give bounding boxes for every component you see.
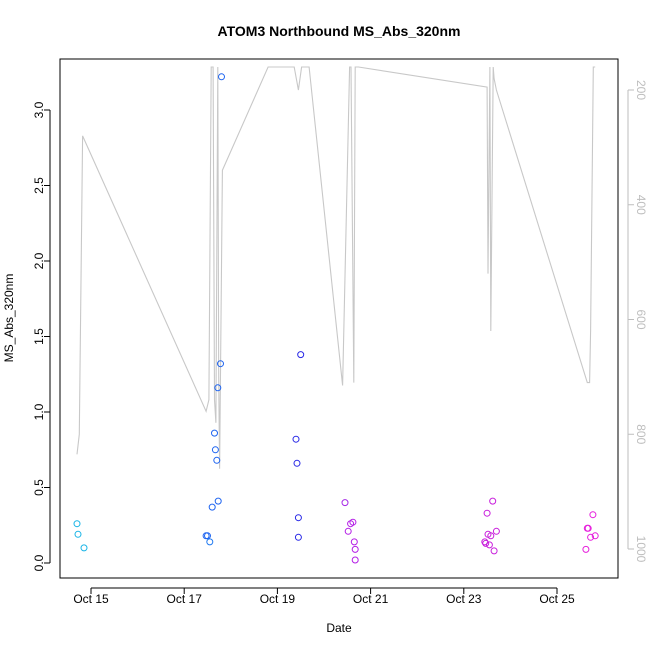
y-tick-label: 1.0 <box>32 403 46 420</box>
secondary-tick-label: 800 <box>634 424 648 444</box>
data-point <box>584 524 592 532</box>
data-point <box>351 556 359 564</box>
data-point <box>218 73 225 81</box>
y-tick-label: 0.5 <box>32 479 46 496</box>
x-tick-label: Oct 25 <box>539 592 575 606</box>
data-point <box>297 351 305 359</box>
x-tick-label: Oct 15 <box>73 592 109 606</box>
data-point <box>587 533 595 541</box>
pressure-line-layer <box>76 66 596 469</box>
y-tick-label: 2.0 <box>32 252 46 269</box>
data-point <box>492 527 500 535</box>
x-tick-label: Oct 17 <box>167 592 203 606</box>
data-point <box>211 429 218 437</box>
x-tick-label: Oct 23 <box>446 592 482 606</box>
chart-title: ATOM3 Northbound MS_Abs_320nm <box>218 23 461 39</box>
data-point <box>73 520 81 528</box>
data-point <box>341 499 349 507</box>
y-tick-label: 2.5 <box>32 177 46 194</box>
data-point <box>351 545 359 553</box>
data-point <box>589 511 597 519</box>
data-point <box>74 530 82 538</box>
secondary-tick-label: 400 <box>634 195 648 215</box>
data-point <box>213 456 221 464</box>
data-point <box>294 533 302 541</box>
data-point <box>591 532 599 540</box>
data-point <box>483 509 491 517</box>
y-tick-label: 1.5 <box>32 328 46 345</box>
data-point <box>294 514 302 522</box>
pressure-series-line <box>76 66 596 469</box>
y-axis-label: MS_Abs_320nm <box>2 274 16 363</box>
data-point <box>217 360 224 368</box>
x-tick-label: Oct 19 <box>260 592 296 606</box>
data-point <box>293 459 301 467</box>
y-tick-label: 0.0 <box>32 554 46 571</box>
data-point <box>208 503 216 511</box>
data-point <box>206 538 214 546</box>
data-point <box>489 497 497 505</box>
points-layer <box>73 73 599 564</box>
data-point <box>214 497 222 505</box>
secondary-tick-label: 200 <box>634 80 648 100</box>
data-point <box>350 538 358 546</box>
data-point <box>487 532 495 540</box>
data-point <box>582 545 590 553</box>
x-tick-label: Oct 21 <box>353 592 389 606</box>
data-point <box>214 384 222 392</box>
data-point <box>485 541 493 549</box>
data-point <box>204 532 211 540</box>
data-point <box>80 544 88 552</box>
y-tick-label: 3.0 <box>32 101 46 118</box>
secondary-tick-label: 1000 <box>634 536 648 563</box>
data-point <box>211 446 219 454</box>
secondary-tick-label: 600 <box>634 309 648 329</box>
x-axis-label: Date <box>326 621 352 635</box>
data-point <box>482 539 490 547</box>
data-point <box>349 518 357 526</box>
data-point <box>292 435 300 443</box>
data-point <box>490 547 498 555</box>
data-point <box>344 527 352 535</box>
axes-layer: 0.0 0.5 1.0 1.5 2.0 2.5 3.0 Oct 15 Oct 17 Oct 19 O… <box>32 80 648 606</box>
plot-frame <box>59 58 619 579</box>
